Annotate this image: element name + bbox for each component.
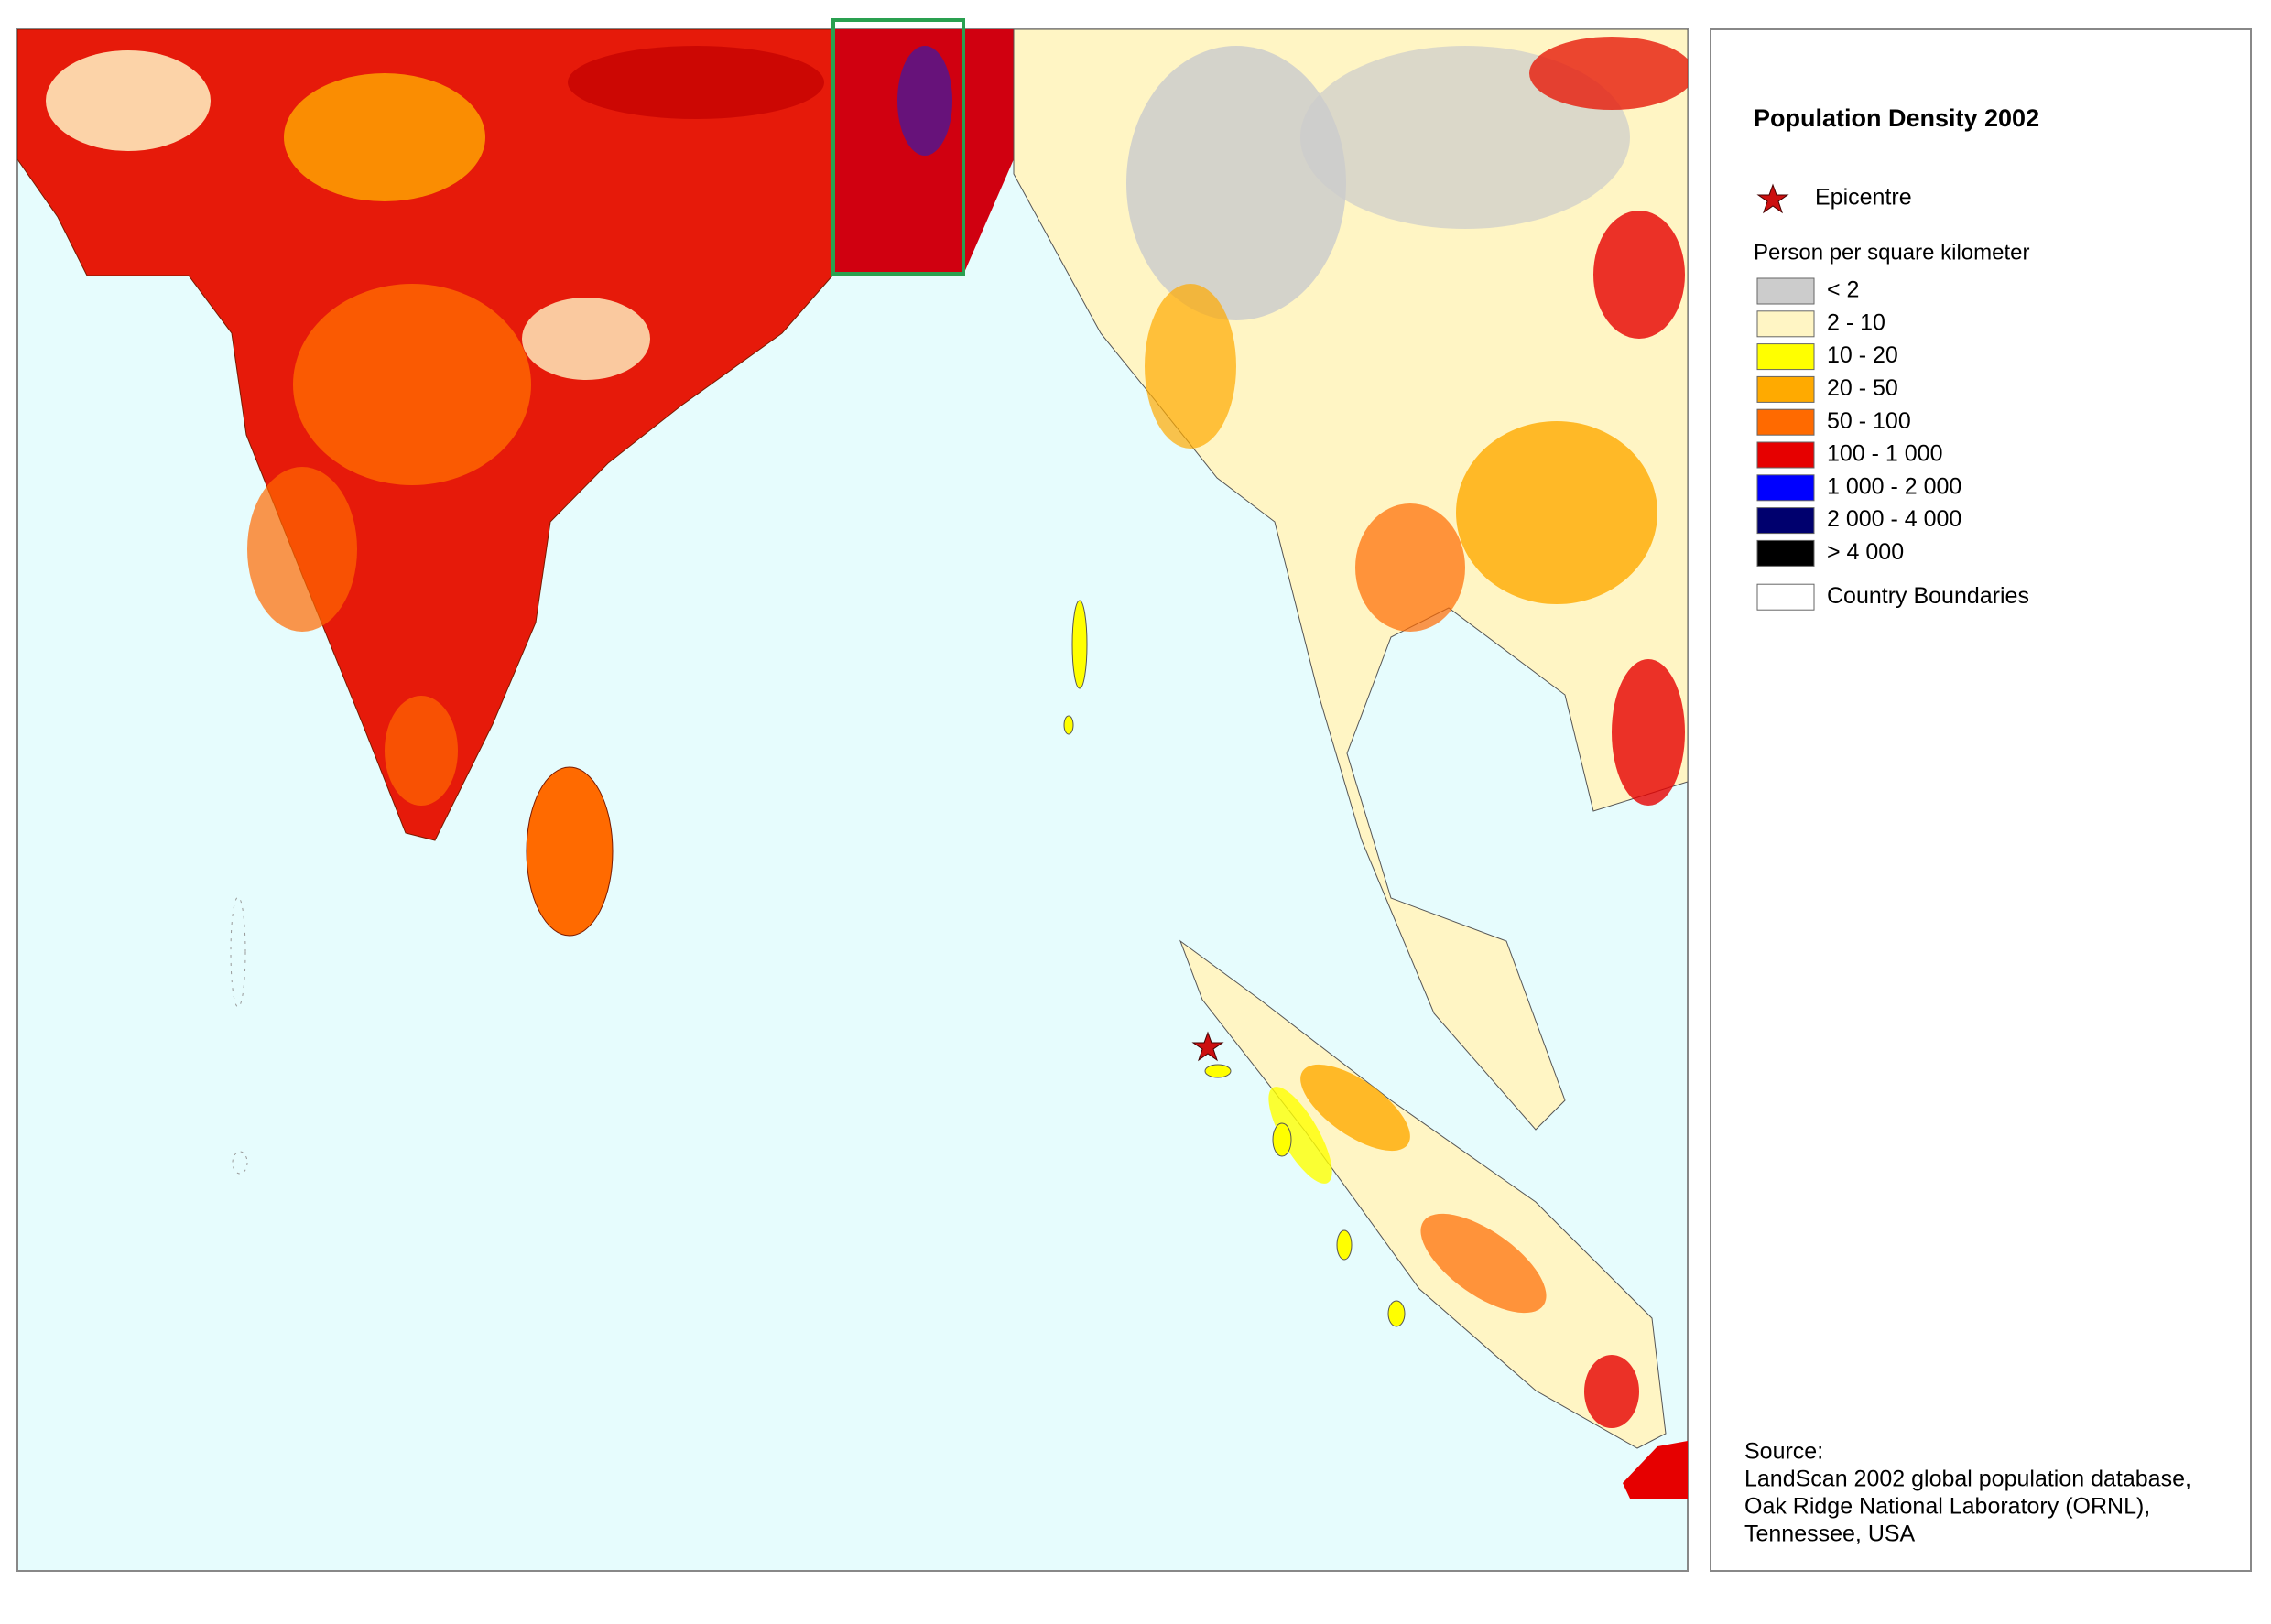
legend-label: Country Boundaries (1827, 583, 2029, 609)
legend-unit-label: Person per square kilometer (1754, 240, 2029, 265)
island (1063, 715, 1074, 735)
source-line: Oak Ridge National Laboratory (ORNL), (1744, 1494, 2150, 1520)
legend-epicentre-symbol (1756, 183, 1789, 214)
region-fill (1355, 503, 1465, 632)
region-fill (1126, 46, 1346, 320)
island (1336, 1229, 1353, 1261)
legend-label: 2 000 - 4 000 (1827, 506, 1961, 532)
region-fill (1420, 1213, 1547, 1314)
legend-swatch (1756, 474, 1815, 502)
legend-swatch (1756, 310, 1815, 338)
legend-label: < 2 (1827, 277, 1859, 303)
region-fill (1584, 1355, 1639, 1428)
legend-label: 1 000 - 2 000 (1827, 473, 1961, 499)
region-fill (284, 73, 485, 201)
epicentre-star (1191, 1031, 1224, 1062)
region-fill (293, 284, 531, 485)
region-fill (1145, 284, 1236, 449)
source-line: Tennessee, USA (1744, 1521, 1916, 1547)
source-line: LandScan 2002 global population database… (1744, 1467, 2191, 1492)
legend-swatch (1756, 583, 1815, 611)
maldives (232, 1151, 248, 1175)
legend-label: 2 - 10 (1827, 309, 1885, 335)
map-frame (16, 18, 1689, 1572)
region-fill (1456, 421, 1657, 604)
maldives (230, 896, 246, 1008)
region-fill (522, 298, 650, 380)
region-fill (1593, 211, 1685, 339)
legend-epicentre-label: Epicentre (1815, 185, 1912, 211)
legend-label: 50 - 100 (1827, 408, 1911, 434)
region-fill (1529, 37, 1688, 110)
andaman-islands (1071, 600, 1088, 689)
island (1204, 1064, 1232, 1078)
highlight-box (831, 18, 965, 276)
island (1272, 1122, 1292, 1157)
legend-label: 20 - 50 (1827, 375, 1898, 401)
legend-classes: < 2 2 - 10 10 - 20 20 - 50 50 - 100 100 - 1 0… (1756, 277, 2029, 611)
legend-swatch (1756, 408, 1815, 436)
land (17, 29, 1688, 1499)
legend-title: Population Density 2002 (1754, 104, 2039, 132)
legend-swatch (1756, 539, 1815, 567)
region-fill (1300, 1064, 1410, 1152)
region-fill (568, 46, 824, 119)
region-fill (247, 467, 357, 632)
legend-swatch (1756, 375, 1815, 403)
region-fill (1612, 659, 1685, 806)
legend-swatch (1756, 441, 1815, 469)
sri-lanka (526, 766, 614, 937)
legend-swatch (1756, 507, 1815, 535)
legend-swatch (1756, 343, 1815, 371)
legend-label: > 4 000 (1827, 539, 1904, 565)
region-fill (385, 696, 458, 806)
region-fill (897, 46, 952, 156)
source-heading: Source: (1744, 1439, 1823, 1465)
island (1387, 1300, 1406, 1327)
legend-swatch (1756, 277, 1815, 305)
legend-label: 10 - 20 (1827, 342, 1898, 368)
java (1623, 1441, 1688, 1499)
source-lines: LandScan 2002 global population database… (1744, 1467, 2191, 1547)
legend-panel: Population Density 2002 Epicentre Person… (1710, 28, 2252, 1572)
region-fill (46, 50, 211, 151)
region-fill (1268, 1087, 1332, 1184)
legend-label: 100 - 1 000 (1827, 441, 1943, 467)
